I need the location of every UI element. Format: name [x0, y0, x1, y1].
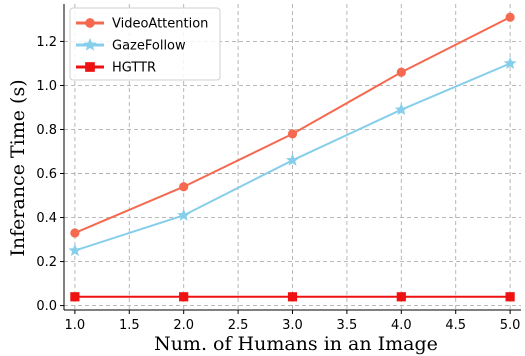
x-tick-label: 1.5: [119, 318, 140, 333]
data-point-videoattention: [505, 12, 515, 22]
data-point-hgttr: [70, 292, 80, 302]
legend: VideoAttention GazeFollow HGTTR: [69, 7, 221, 81]
x-tick-label: 3.5: [337, 318, 358, 333]
data-point-videoattention: [287, 129, 298, 139]
legend-label-videoattention: VideoAttention: [112, 17, 208, 32]
x-axis-title: Num. of Humans in an Image: [154, 333, 438, 355]
x-tick-label: 2.5: [228, 318, 249, 333]
legend-entry-videoattention: VideoAttention: [76, 17, 208, 32]
series-hgttr: [70, 292, 515, 302]
x-tick-label: 1.0: [65, 318, 86, 333]
series-layer: [68, 12, 517, 302]
x-tick-label: 5.0: [500, 318, 521, 333]
data-point-gazefollow: [503, 56, 517, 69]
x-tick-label: 2.0: [173, 318, 194, 333]
y-axis-title: Inferance Time (s): [7, 79, 29, 256]
axes: 1.0 1.5 2.0 2.5 3.0 3.5 4.0 4.5 5.0 0.0 0.2 0.4 0.6 0…: [36, 4, 521, 333]
series-gazefollow: [68, 56, 517, 257]
legend-entry-hgttr: HGTTR: [76, 61, 156, 76]
legend-entry-gazefollow: GazeFollow: [76, 37, 186, 54]
data-point-videoattention: [179, 182, 189, 192]
x-tick-label: 4.0: [391, 318, 412, 333]
legend-label-gazefollow: GazeFollow: [112, 39, 186, 54]
data-point-videoattention: [396, 67, 406, 77]
series-videoattention: [70, 12, 515, 238]
data-point-hgttr: [287, 292, 298, 302]
legend-marker-videoattention: [85, 18, 95, 28]
grid: [64, 4, 521, 310]
y-tick-label: 0.6: [36, 167, 57, 182]
y-tick-label: 0.8: [36, 123, 57, 138]
data-point-hgttr: [179, 292, 189, 302]
data-point-gazefollow: [68, 243, 82, 257]
x-tick-label: 4.5: [445, 318, 466, 333]
y-tick-label: 1.2: [36, 35, 57, 50]
legend-box: [69, 7, 221, 81]
y-tick-label: 1.0: [36, 79, 57, 94]
legend-label-hgttr: HGTTR: [112, 61, 156, 76]
data-point-videoattention: [70, 228, 80, 238]
data-point-hgttr: [396, 292, 406, 302]
legend-marker-gazefollow: [83, 37, 97, 51]
data-point-gazefollow: [286, 153, 299, 166]
x-tick-label: 3.0: [282, 318, 303, 333]
legend-marker-hgttr: [85, 62, 95, 72]
y-tick-label: 0.2: [36, 255, 57, 270]
y-tick-label: 0.0: [36, 299, 57, 314]
data-point-gazefollow: [394, 102, 408, 116]
y-tick-label: 0.4: [36, 211, 57, 226]
data-point-gazefollow: [177, 208, 191, 221]
data-point-hgttr: [505, 292, 515, 302]
